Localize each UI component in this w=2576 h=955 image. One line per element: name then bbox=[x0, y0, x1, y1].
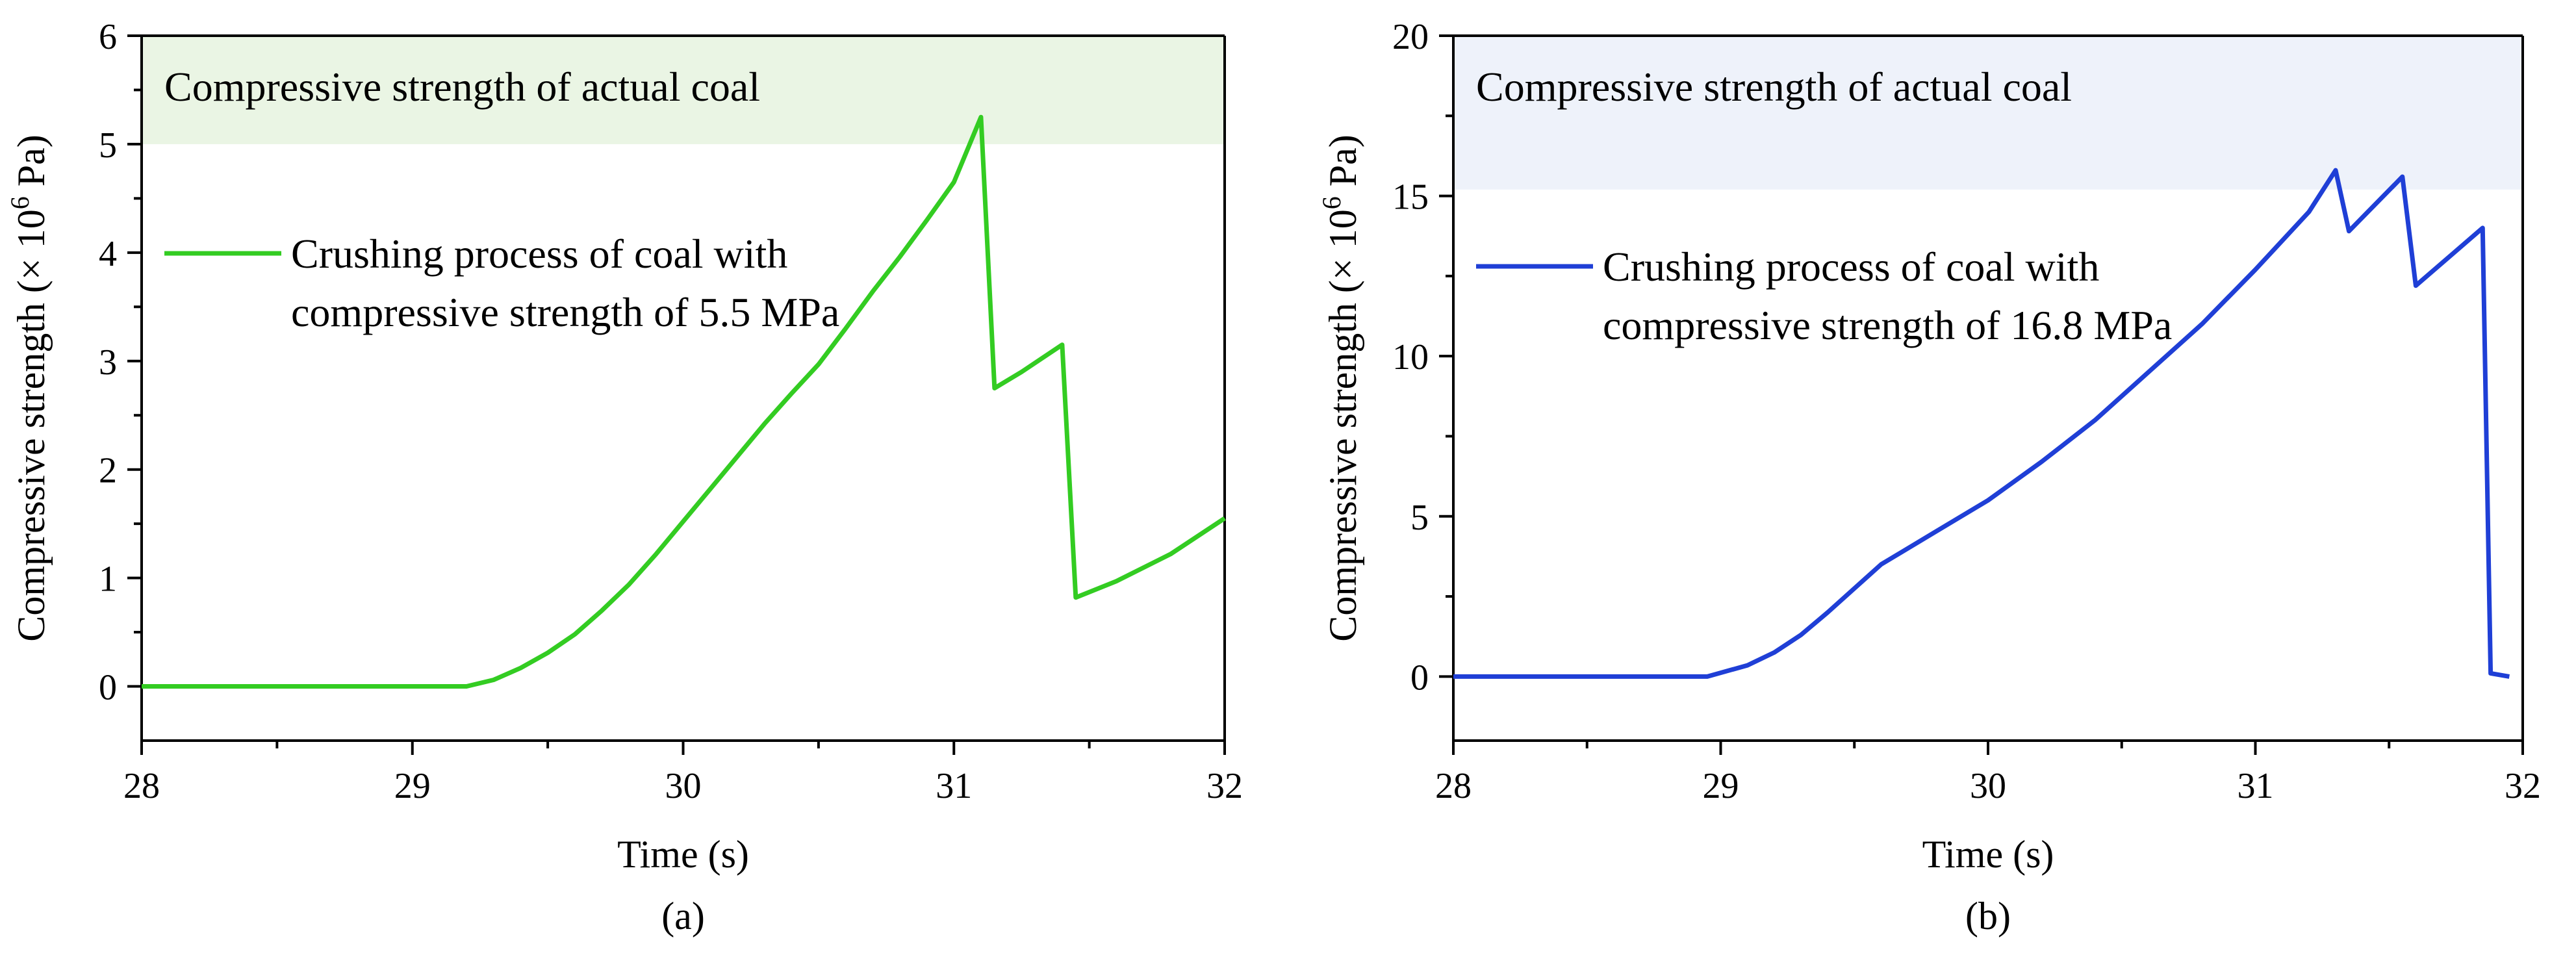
x-axis-title: Time (s) bbox=[617, 833, 749, 876]
strength-band bbox=[1453, 36, 2523, 190]
y-tick-label: 0 bbox=[1410, 657, 1429, 698]
y-axis-title: Compressive strength (× 106 Pa) bbox=[1317, 134, 1364, 641]
y-tick-label: 5 bbox=[1410, 498, 1429, 538]
x-tick-label: 32 bbox=[1206, 766, 1243, 806]
y-axis-title: Compressive strength (× 106 Pa) bbox=[5, 134, 53, 641]
legend-text-line2: compressive strength of 5.5 MPa bbox=[291, 289, 839, 335]
panel-label: (b) bbox=[1965, 895, 2011, 937]
x-axis-title: Time (s) bbox=[1922, 833, 2054, 876]
y-tick-label: 4 bbox=[99, 234, 117, 274]
legend-text-line1: Crushing process of coal with bbox=[291, 231, 787, 277]
y-tick-label: 3 bbox=[99, 342, 117, 383]
y-title-main: Compressive strength (× 10 bbox=[10, 209, 53, 641]
y-title-sup: 6 bbox=[1317, 196, 1346, 209]
x-tick-label: 28 bbox=[123, 766, 160, 806]
y-tick-label: 10 bbox=[1392, 337, 1429, 377]
strength-band bbox=[142, 36, 1225, 144]
y-title-tail: Pa) bbox=[10, 134, 53, 196]
y-tick-label: 0 bbox=[99, 668, 117, 708]
y-tick-label: 6 bbox=[99, 17, 117, 57]
band-label: Compressive strength of actual coal bbox=[1476, 64, 2072, 110]
x-tick-label: 30 bbox=[1970, 766, 2006, 806]
x-tick-label: 32 bbox=[2505, 766, 2541, 806]
x-tick-label: 29 bbox=[1703, 766, 1739, 806]
series-line bbox=[142, 114, 1226, 689]
y-tick-label: 2 bbox=[99, 451, 117, 491]
y-tick-label: 15 bbox=[1392, 177, 1429, 218]
x-tick-label: 30 bbox=[665, 766, 702, 806]
x-tick-label: 28 bbox=[1435, 766, 1472, 806]
chart-panel-1: Compressive strength of actual coal 28 29 3… bbox=[5, 17, 1243, 937]
y-title-main: Compressive strength (× 10 bbox=[1321, 209, 1364, 641]
y-tick-label: 1 bbox=[99, 559, 117, 600]
x-tick-label: 31 bbox=[2238, 766, 2274, 806]
legend-text-line1: Crushing process of coal with bbox=[1603, 244, 2099, 290]
legend-text-line2: compressive strength of 16.8 MPa bbox=[1603, 302, 2172, 348]
y-tick-label: 20 bbox=[1392, 17, 1429, 57]
band-label: Compressive strength of actual coal bbox=[164, 64, 760, 110]
y-tick-label: 5 bbox=[99, 125, 117, 166]
chart-panel-2: Compressive strength of actual coal 28 29 3… bbox=[1317, 17, 2541, 937]
x-tick-label: 29 bbox=[394, 766, 431, 806]
x-tick-label: 31 bbox=[936, 766, 972, 806]
series-line bbox=[1453, 168, 2510, 679]
y-title-tail: Pa) bbox=[1321, 134, 1364, 196]
y-title-sup: 6 bbox=[5, 196, 34, 209]
panel-label: (a) bbox=[661, 895, 705, 937]
